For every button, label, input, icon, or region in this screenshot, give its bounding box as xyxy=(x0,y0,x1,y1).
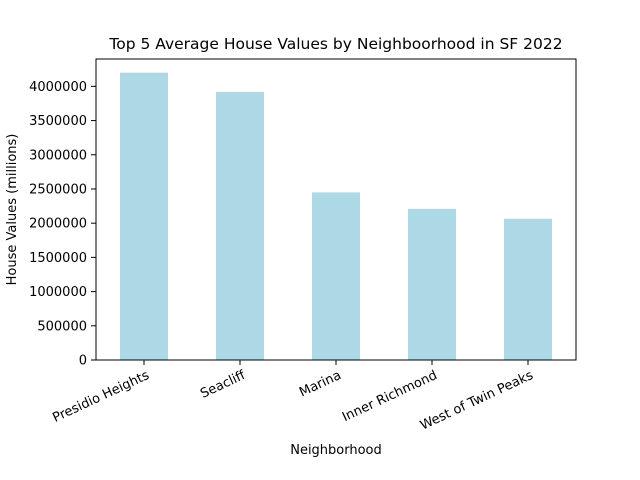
bar-west-of-twin-peaks xyxy=(504,218,552,360)
y-tick-label: 2000000 xyxy=(29,217,87,232)
x-tick-label: Presidio Heights xyxy=(50,368,151,426)
y-axis: 0 500000 1000000 1500000 2000000 2500000 30000… xyxy=(29,80,96,369)
chart-title: Top 5 Average House Values by Neighboorh… xyxy=(108,35,562,53)
y-tick-label: 4000000 xyxy=(29,80,87,95)
bar-inner-richmond xyxy=(408,208,456,360)
bar-marina xyxy=(312,192,360,360)
y-tick-label: 2500000 xyxy=(29,182,87,197)
x-tick-label: Seacliff xyxy=(198,368,248,402)
plot-frame xyxy=(95,58,577,361)
x-axis-label: Neighborhood xyxy=(290,443,382,458)
y-tick-label: 500000 xyxy=(37,319,87,334)
y-tick-label: 3000000 xyxy=(29,148,87,163)
y-tick-label: 3500000 xyxy=(29,114,87,129)
bar-presidio-heights xyxy=(120,72,168,360)
y-axis-label: House Values (millions) xyxy=(5,134,20,286)
y-tick-label: 0 xyxy=(79,354,87,369)
y-tick-label: 1500000 xyxy=(29,251,87,266)
y-tick-label: 1000000 xyxy=(29,285,87,300)
x-tick-label: Marina xyxy=(297,368,344,400)
bar-seacliff xyxy=(216,91,264,360)
bars xyxy=(120,72,552,360)
